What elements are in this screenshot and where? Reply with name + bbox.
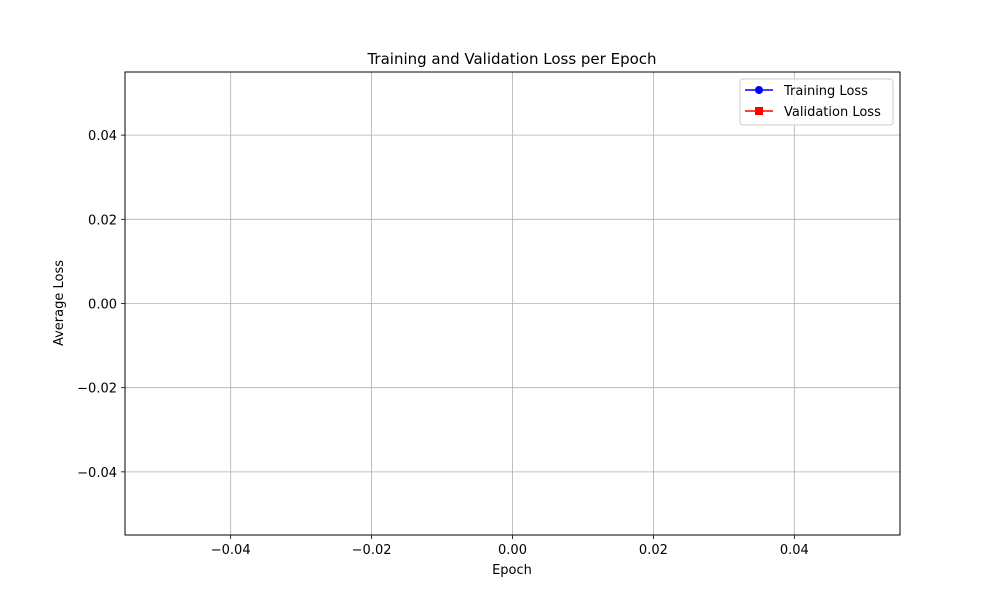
y-tick-label: −0.02 [77,382,117,397]
x-axis: −0.04 −0.02 0.00 0.02 0.04 [211,535,809,558]
x-tick-label: 0.04 [780,543,809,558]
legend-marker-training [755,86,763,94]
y-axis-label: Average Loss [52,260,67,346]
x-tick-label: −0.04 [211,543,251,558]
legend-label-training: Training Loss [783,84,868,99]
legend-label-validation: Validation Loss [784,105,881,120]
legend-marker-validation [755,107,763,115]
x-tick-label: 0.00 [498,543,527,558]
legend: Training Loss Validation Loss [739,78,894,126]
x-tick-label: −0.02 [352,543,392,558]
y-tick-label: 0.02 [88,213,117,228]
y-axis: −0.04 −0.02 0.00 0.02 0.04 [77,129,125,481]
grid [125,72,900,535]
x-axis-label: Epoch [492,563,532,578]
x-tick-label: 0.02 [639,543,668,558]
chart-title: Training and Validation Loss per Epoch [366,50,656,68]
y-tick-label: 0.04 [88,129,117,144]
y-tick-label: 0.00 [88,298,117,313]
legend-box [739,78,894,126]
y-tick-label: −0.04 [77,466,117,481]
